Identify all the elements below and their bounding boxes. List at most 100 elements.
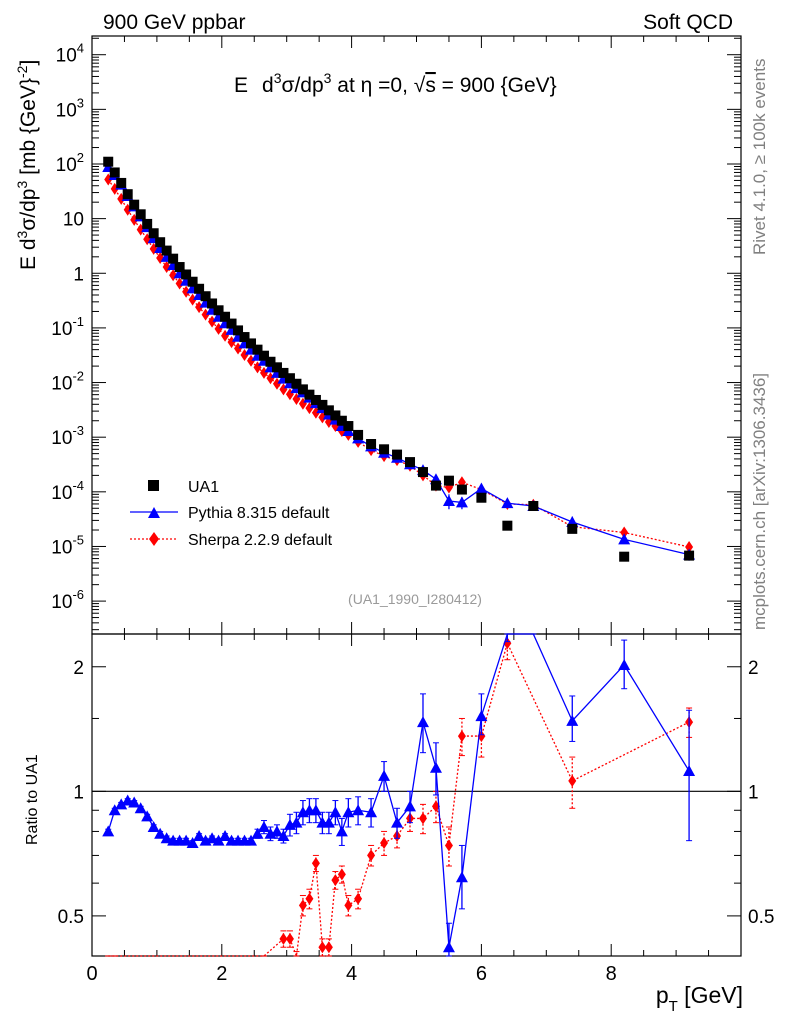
y-tick-label: 10-1 <box>51 314 84 340</box>
pythia-point <box>475 482 488 494</box>
ua1-point <box>213 305 224 316</box>
sherpa-point <box>123 203 132 216</box>
ua1-point <box>330 410 341 421</box>
pythia-ratio-point <box>219 829 232 841</box>
pythia-ratio-point <box>108 804 121 816</box>
sherpa-point <box>175 277 184 290</box>
mcplots-label: mcplots.cern.ch [arXiv:1306.3436] <box>750 373 769 630</box>
ua1-point <box>200 291 211 302</box>
pythia-ratio-point <box>309 804 322 816</box>
sherpa-point <box>247 354 256 367</box>
sherpa-point <box>208 315 217 328</box>
x-tick-label: 8 <box>606 963 617 985</box>
ua1-point <box>103 156 114 167</box>
pythia-ratio-point <box>251 827 264 839</box>
pythia-ratio-point <box>342 806 355 818</box>
ua1-point <box>174 262 185 273</box>
y-tick-label: 1 <box>73 264 84 285</box>
pythia-ratio-point <box>212 834 225 846</box>
sherpa-ratio-point <box>418 812 427 825</box>
ua1-point <box>278 367 289 378</box>
x-axis-label: pT [GeV] <box>656 982 743 1015</box>
ratio-y-tick-label: 1 <box>73 782 84 803</box>
ua1-point <box>392 449 403 460</box>
x-tick-label: 2 <box>216 963 227 985</box>
y-tick-label: 104 <box>56 41 84 67</box>
ua1-point <box>323 405 334 416</box>
pythia-ratio-point <box>186 837 199 849</box>
ua1-point <box>366 439 377 450</box>
pythia-ratio-point <box>134 802 147 814</box>
ua1-point <box>317 399 328 410</box>
ua1-point <box>619 551 630 562</box>
ua1-point <box>405 457 416 468</box>
sherpa-line <box>107 179 690 548</box>
ua1-point <box>291 378 302 389</box>
ua1-point <box>476 492 487 503</box>
pythia-ratio-point <box>475 710 488 722</box>
y-tick-label: 10 <box>63 210 84 231</box>
ua1-point <box>336 415 347 426</box>
pythia-ratio-point <box>683 764 696 776</box>
ua1-point <box>168 253 179 264</box>
ua1-point <box>304 389 315 400</box>
pythia-point <box>501 497 514 509</box>
pythia-ratio-point <box>128 796 141 808</box>
ua1-point <box>284 373 295 384</box>
pythia-ratio-point <box>329 806 342 818</box>
pythia-ratio-point <box>391 816 404 828</box>
pythia-ratio-point <box>270 825 283 837</box>
pythia-ratio-point <box>277 829 290 841</box>
sherpa-point <box>195 301 204 314</box>
ua1-point <box>226 318 237 329</box>
ua1-point <box>443 475 454 486</box>
sherpa-ratio-point <box>305 892 314 905</box>
y-tick-label: 10-4 <box>51 478 84 504</box>
pythia-ratio-point <box>160 832 173 844</box>
ua1-point <box>502 520 513 531</box>
sherpa-ratio-point <box>331 874 340 887</box>
ua1-point <box>135 209 146 220</box>
pythia-ratio-point <box>257 820 270 832</box>
ratio-y-tick-label: 2 <box>73 658 84 679</box>
x-tick-label: 4 <box>346 963 357 985</box>
pythia-ratio-point <box>442 941 455 953</box>
ua1-point <box>252 344 263 355</box>
ua1-point <box>161 245 172 256</box>
ua1-point <box>129 199 140 210</box>
sherpa-ratio-point <box>380 837 389 850</box>
sherpa-point <box>272 377 281 390</box>
axes-layer: 0 2 4 6 810410310210110-110-210-310-410-510-… <box>51 36 774 985</box>
sherpa-ratio-point <box>354 892 363 905</box>
pythia-ratio-point <box>290 816 303 828</box>
header-right: Soft QCD <box>643 11 733 34</box>
ua1-point <box>233 325 244 336</box>
pythia-point <box>442 494 455 506</box>
sherpa-ratio-line <box>108 641 690 957</box>
ua1-point <box>258 350 269 361</box>
y-axis-label: E d3σ/dp3 [mb {GeV}-2] <box>14 60 40 270</box>
sherpa-ratio-point <box>279 932 288 945</box>
pythia-ratio-point <box>352 804 365 816</box>
sherpa-point <box>201 308 210 321</box>
legend-sherpa-label: Sherpa 2.2.9 default <box>188 532 333 549</box>
ua1-point <box>148 228 159 239</box>
legend-pythia-label: Pythia 8.315 default <box>188 505 330 522</box>
ua1-point <box>528 501 539 512</box>
pythia-ratio-point <box>378 769 391 781</box>
rivet-label: Rivet 4.1.0, ≥ 100k events <box>750 59 769 255</box>
ua1-point <box>430 480 441 491</box>
y-tick-label: 10-2 <box>51 369 84 395</box>
pythia-ratio-point <box>193 829 206 841</box>
sherpa-ratio-point <box>444 839 453 852</box>
pythia-point <box>618 533 631 545</box>
y-tick-label: 10-5 <box>51 532 84 558</box>
legend-ua1-marker <box>148 480 159 491</box>
pythia-ratio-point <box>115 798 128 810</box>
ratio-series-layer <box>102 633 696 957</box>
ua1-point <box>109 167 120 178</box>
ua1-point <box>142 218 153 229</box>
pythia-ratio-point <box>102 825 115 837</box>
ua1-point <box>187 276 198 287</box>
pythia-ratio-point <box>121 794 134 806</box>
